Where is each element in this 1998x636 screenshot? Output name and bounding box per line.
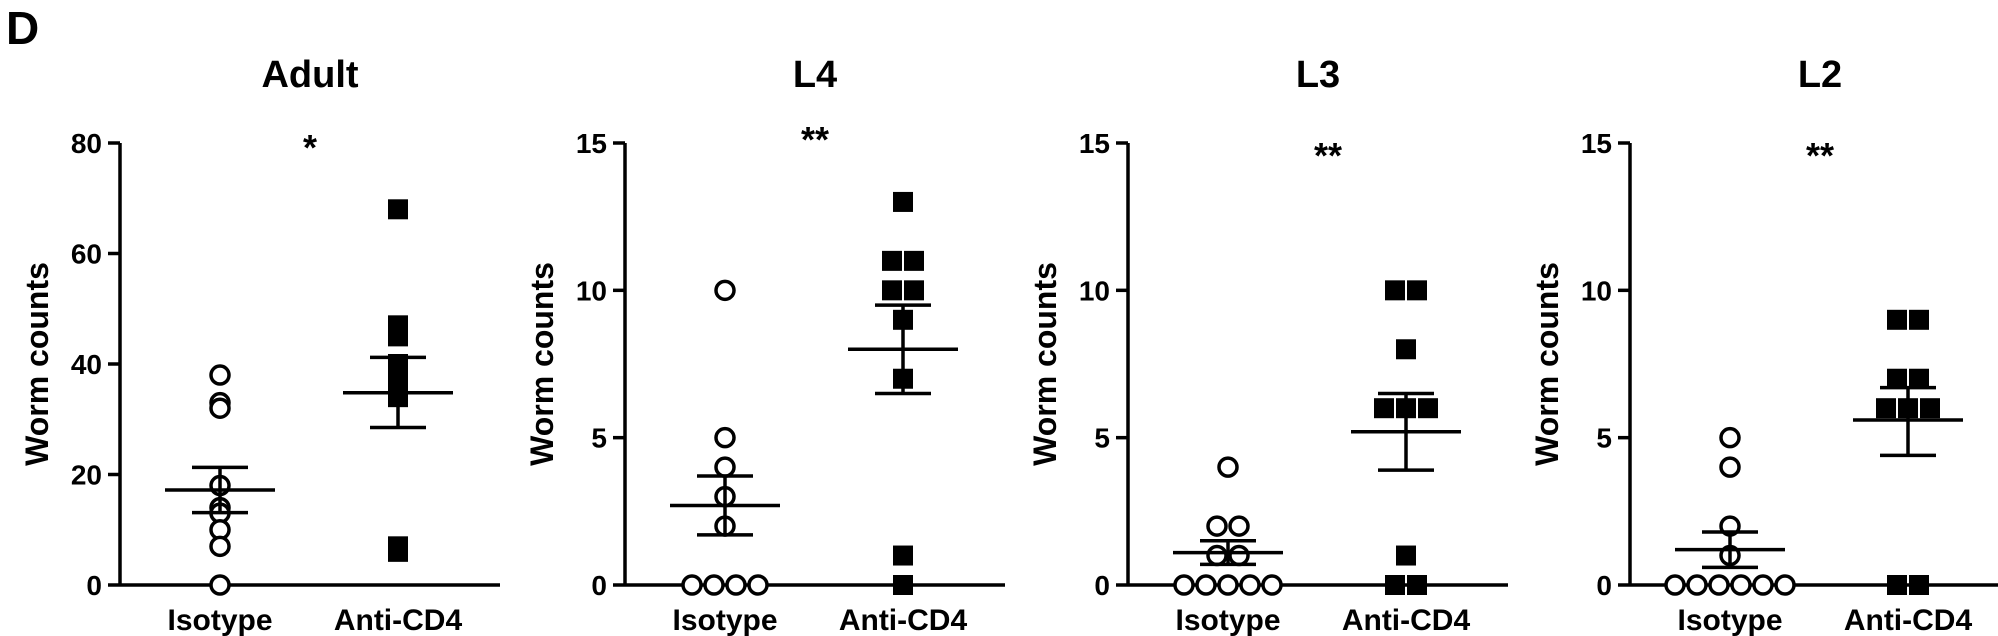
data-point-anti-cd4: [1407, 575, 1427, 595]
data-point-anti-cd4: [1396, 545, 1416, 566]
data-point-anti-cd4: [1909, 575, 1929, 595]
y-tick-label: 80: [71, 128, 102, 159]
data-point-anti-cd4: [904, 280, 924, 301]
data-point-anti-cd4: [1407, 280, 1427, 301]
y-tick-label: 15: [576, 128, 607, 159]
data-point-isotype: [725, 574, 747, 596]
data-point-anti-cd4: [1385, 280, 1405, 301]
data-point-isotype: [703, 574, 725, 596]
data-point-isotype: [1730, 574, 1752, 596]
y-tick-label: 5: [1094, 423, 1110, 454]
y-tick-label: 15: [1581, 128, 1612, 159]
data-point-isotype: [1774, 574, 1796, 596]
data-point-anti-cd4: [904, 250, 924, 271]
significance-marker: **: [1806, 135, 1834, 176]
chart-panel-l4: L4 0 5 10 15 Worm counts Isotype Anti-CD4 **: [524, 54, 1005, 636]
y-tick-label: 0: [86, 570, 102, 601]
data-point-anti-cd4: [1876, 398, 1896, 419]
data-point-isotype: [1719, 456, 1741, 478]
data-point-anti-cd4: [1887, 575, 1907, 595]
y-tick-label: 10: [1581, 275, 1612, 306]
data-point-anti-cd4: [1887, 368, 1907, 389]
chart-panel-l3: L3 0 5 10 15 Worm counts Isotype Anti-CD4 **: [1027, 54, 1508, 636]
data-point-isotype: [714, 279, 736, 302]
data-point-isotype: [1173, 574, 1195, 596]
data-point-anti-cd4: [1920, 398, 1940, 419]
y-tick-label: 0: [1094, 570, 1110, 601]
y-tick-label: 5: [591, 423, 607, 454]
x-category-label: Isotype: [672, 604, 777, 636]
chart-title: L3: [1296, 54, 1340, 96]
data-point-isotype: [1206, 544, 1228, 567]
data-point-isotype: [1217, 456, 1239, 478]
x-category-label: Isotype: [167, 604, 272, 636]
y-tick-label: 15: [1079, 128, 1110, 159]
data-point-isotype: [209, 397, 231, 419]
significance-marker: **: [801, 119, 829, 160]
significance-marker: *: [303, 127, 317, 168]
data-point-anti-cd4: [893, 545, 913, 566]
data-point-isotype: [747, 574, 769, 596]
chart-title: L4: [793, 54, 837, 96]
y-axis-label: Worm counts: [1529, 262, 1565, 466]
data-point-isotype: [1708, 574, 1730, 596]
data-point-isotype: [1217, 574, 1239, 596]
data-point-anti-cd4: [893, 575, 913, 595]
y-tick-label: 0: [591, 570, 607, 601]
y-axis-label: Worm counts: [524, 262, 560, 466]
chart-panel-adult: Adult 0 20 40 60 80 Worm counts Isotype Anti-CD4…: [19, 54, 500, 636]
y-axis-label: Worm counts: [19, 262, 55, 466]
y-tick-label: 20: [71, 460, 102, 491]
chart-title: L2: [1798, 54, 1842, 96]
y-tick-label: 10: [1079, 275, 1110, 306]
y-tick-label: 5: [1596, 423, 1612, 454]
data-point-isotype: [209, 535, 231, 558]
data-point-anti-cd4: [388, 199, 408, 220]
significance-marker: **: [1314, 135, 1342, 176]
data-point-anti-cd4: [882, 250, 902, 271]
data-point-isotype: [1228, 544, 1250, 567]
x-category-label: Anti-CD4: [1844, 604, 1973, 636]
data-point-isotype: [1719, 426, 1741, 449]
data-point-isotype: [714, 426, 736, 449]
y-tick-label: 10: [576, 275, 607, 306]
data-point-isotype: [1664, 574, 1686, 596]
x-category-label: Isotype: [1175, 604, 1280, 636]
data-point-isotype: [1686, 574, 1708, 596]
data-point-anti-cd4: [388, 326, 408, 347]
y-axis-label: Worm counts: [1027, 262, 1063, 466]
data-point-anti-cd4: [1385, 575, 1405, 595]
data-point-anti-cd4: [1909, 309, 1929, 330]
chart-title: Adult: [261, 54, 358, 96]
x-category-label: Anti-CD4: [839, 604, 968, 636]
data-point-isotype: [1752, 574, 1774, 596]
y-tick-label: 60: [71, 239, 102, 270]
data-point-isotype: [1206, 515, 1228, 537]
data-point-anti-cd4: [882, 280, 902, 301]
y-tick-label: 0: [1596, 570, 1612, 601]
data-point-isotype: [209, 574, 231, 596]
data-point-isotype: [681, 574, 703, 596]
panel-label: D: [6, 2, 39, 54]
data-point-isotype: [714, 456, 736, 478]
data-point-anti-cd4: [388, 541, 408, 562]
data-point-isotype: [209, 364, 231, 386]
data-point-anti-cd4: [1374, 398, 1394, 419]
data-point-isotype: [1195, 574, 1217, 596]
data-point-isotype: [1239, 574, 1261, 596]
x-category-label: Anti-CD4: [1342, 604, 1471, 636]
y-tick-label: 40: [71, 349, 102, 380]
data-point-anti-cd4: [1909, 368, 1929, 389]
data-point-anti-cd4: [1887, 309, 1907, 330]
data-point-isotype: [1261, 574, 1283, 596]
data-point-anti-cd4: [893, 191, 913, 212]
chart-panel-l2: L2 0 5 10 15 Worm counts Isotype Anti-CD4 **: [1529, 54, 1998, 636]
data-point-anti-cd4: [1396, 339, 1416, 360]
data-point-anti-cd4: [1418, 398, 1438, 419]
data-point-isotype: [1228, 515, 1250, 537]
x-category-label: Anti-CD4: [334, 604, 463, 636]
x-category-label: Isotype: [1677, 604, 1782, 636]
